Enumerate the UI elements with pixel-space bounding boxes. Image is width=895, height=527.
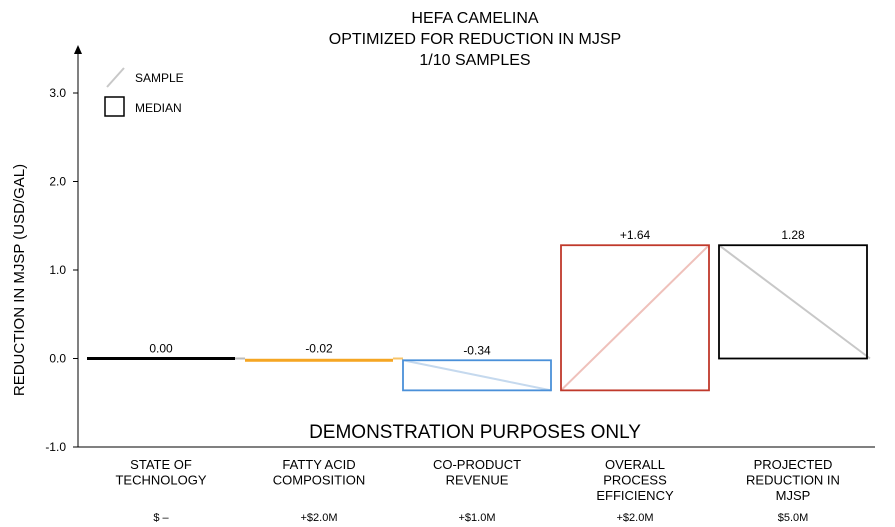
- legend-sample-swatch: [106, 67, 125, 88]
- data-label: 0.00: [149, 342, 173, 356]
- median-bar: [245, 358, 393, 362]
- sample-line: [560, 244, 710, 392]
- data-label: +1.64: [620, 228, 651, 242]
- category-label: COMPOSITION: [273, 473, 365, 488]
- cost-label: +$2.0M: [301, 512, 338, 524]
- y-tick-label: 0.0: [49, 352, 66, 366]
- category-label: STATE OF: [130, 457, 192, 472]
- y-tick-label: 1.0: [49, 263, 66, 277]
- data-label: -0.02: [305, 342, 333, 356]
- cost-label: $5.0M: [778, 512, 809, 524]
- category-label: FATTY ACID: [282, 457, 355, 472]
- chart-marks: 0.00 -0.02 -0.34 +1.64 1.28: [87, 228, 871, 392]
- chart-title: HEFA CAMELINA OPTIMIZED FOR REDUCTION IN …: [329, 10, 621, 69]
- median-bar: [87, 357, 235, 360]
- cost-label: +$1.0M: [459, 512, 496, 524]
- cost-label: +$2.0M: [617, 512, 654, 524]
- chart-title-line: HEFA CAMELINA: [411, 10, 538, 27]
- y-tick-label: -1.0: [45, 440, 66, 454]
- sample-line: [718, 244, 871, 360]
- category-label: OVERALL: [605, 457, 665, 472]
- category-label: REDUCTION IN: [746, 473, 840, 488]
- category-label: EFFICIENCY: [596, 488, 674, 503]
- category-label: CO-PRODUCT: [433, 457, 521, 472]
- sample-line: [402, 359, 552, 392]
- median-bar: [402, 359, 552, 392]
- data-label: 1.28: [781, 228, 805, 242]
- y-tick-label: 3.0: [49, 86, 66, 100]
- cost-label: $ –: [153, 512, 169, 524]
- legend: SAMPLE MEDIAN: [104, 67, 184, 117]
- median-bar: [560, 244, 710, 392]
- y-axis-arrow: [74, 45, 82, 54]
- axes: -1.0 0.0 1.0 2.0 3.0 REDUCTION IN MJSP (USD/G…: [11, 45, 875, 454]
- chart-title-line: 1/10 SAMPLES: [419, 52, 530, 69]
- category-label: REVENUE: [446, 473, 509, 488]
- category-label: MJSP: [776, 488, 811, 503]
- y-axis-label: REDUCTION IN MJSP (USD/GAL): [11, 164, 28, 396]
- chart-title-line: OPTIMIZED FOR REDUCTION IN MJSP: [329, 31, 621, 48]
- data-label: -0.34: [463, 343, 491, 357]
- demo-banner: DEMONSTRATION PURPOSES ONLY: [309, 422, 641, 443]
- legend-median-label: MEDIAN: [135, 101, 182, 115]
- legend-median-swatch: [104, 96, 125, 117]
- category-label: PROCESS: [603, 473, 667, 488]
- median-bar: [718, 244, 868, 360]
- category-label: TECHNOLOGY: [115, 473, 206, 488]
- y-tick-label: 2.0: [49, 175, 66, 189]
- category-label: PROJECTED: [754, 457, 833, 472]
- legend-sample-label: SAMPLE: [135, 71, 184, 85]
